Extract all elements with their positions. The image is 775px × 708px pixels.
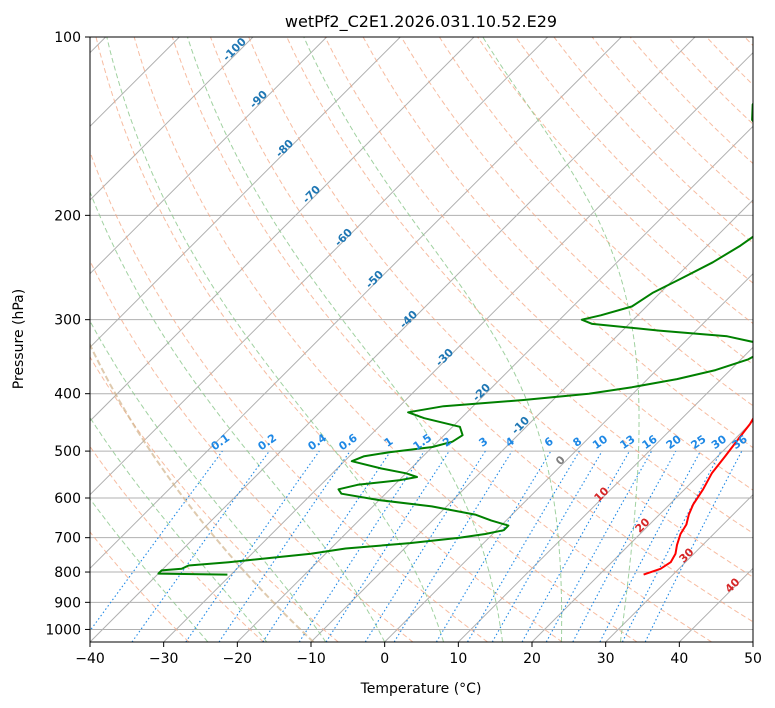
dry-adiabat: [90, 531, 190, 642]
isotherm-gridline: [163, 51, 753, 642]
dry-adiabat: [362, 37, 753, 449]
x-tick-label: 0: [380, 651, 389, 667]
dry-adiabat: [210, 37, 753, 623]
mixing-ratio-line: [545, 450, 653, 642]
plot-frame: [89, 36, 754, 643]
dry-adiabat: [286, 37, 753, 534]
mixing-ratio-line: [325, 450, 450, 642]
axes: −40 −30 −20 −10 0 10 20 30 40 50 100 200 300 400 500 60…: [45, 30, 762, 667]
x-tick-label: −20: [223, 651, 253, 667]
mixing-ratio-line: [185, 450, 320, 642]
y-tick-label: 400: [54, 387, 81, 403]
x-tick-label: 30: [597, 651, 615, 667]
mixing-ratio-line: [491, 450, 603, 642]
dry-adiabat: [553, 37, 753, 244]
mixing-ratio-line: [572, 450, 677, 642]
x-tick-label: 40: [670, 651, 688, 667]
isotherm-gridline: [90, 37, 401, 349]
dry-adiabat: [248, 37, 753, 578]
isotherm-gridline: [384, 272, 753, 642]
dry-adiabat: [400, 37, 753, 407]
plot-area: [90, 37, 753, 642]
y-axis-title: Pressure (hPa): [11, 289, 27, 389]
mixing-ratio-line: [90, 450, 223, 632]
isotherm-gridline: [90, 37, 622, 570]
isotherm-gridline: [90, 37, 328, 275]
chart-title: wetPf2_C2E1.2026.031.10.52.E29: [285, 12, 557, 32]
moist-adiabat: [187, 37, 503, 642]
y-tick-label: 200: [54, 208, 81, 224]
dry-adiabat: [438, 37, 753, 365]
mixing-ratio-line: [364, 450, 486, 642]
mixing-ratio-line: [131, 450, 270, 642]
x-tick-label: −40: [75, 651, 105, 667]
dry-adiabat: [90, 150, 488, 642]
isotherm-gridline: [457, 346, 753, 642]
dewpoint-profile: [157, 102, 753, 576]
mixing-ratio-line: [521, 450, 630, 642]
moist-adiabat: [303, 37, 563, 642]
dry-adiabat: [591, 37, 753, 204]
isotherm-gridline: [531, 420, 753, 642]
y-tick-label: 800: [54, 565, 81, 581]
isotherm-gridline: [236, 125, 753, 642]
moist-adiabat: [90, 320, 327, 642]
x-tick-label: 10: [449, 651, 467, 667]
dry-adiabat: [171, 37, 712, 642]
moist-adiabat: [90, 416, 268, 642]
dry-adiabat: [95, 37, 563, 642]
y-tick-label: 500: [54, 444, 81, 460]
x-tick-label: −10: [296, 651, 326, 667]
x-tick-label: −30: [149, 651, 179, 667]
dry-adiabat: [133, 37, 638, 642]
dry-adiabat: [324, 37, 753, 491]
moist-adiabat: [482, 37, 640, 642]
y-tick-label: 300: [54, 313, 81, 329]
y-tick-label: 700: [54, 531, 81, 547]
moist-adiabat: [106, 37, 445, 642]
x-tick-label: 50: [744, 651, 762, 667]
mixing-ratio-line: [393, 450, 513, 642]
dry-adiabat: [90, 259, 414, 642]
isotherm-gridline: [90, 37, 549, 496]
isotherm-gridline: [605, 493, 753, 642]
y-tick-label: 100: [54, 30, 81, 46]
x-tick-label: 20: [523, 651, 541, 667]
isotherm-gridline: [90, 37, 254, 201]
y-tick-label: 1000: [45, 622, 81, 638]
mixing-ratio-line: [218, 450, 351, 642]
mixing-ratio-line: [467, 450, 580, 642]
moist-adiabat: [90, 497, 209, 642]
mixing-ratio-line: [435, 450, 552, 642]
isotherm-gridline: [90, 37, 475, 422]
moist-adiabat: [90, 190, 386, 642]
dgz-curve: [90, 342, 315, 642]
y-tick-label: 600: [54, 491, 81, 507]
dry-adiabat: [90, 355, 339, 642]
y-tick-label: 900: [54, 595, 81, 611]
dry-adiabat: [477, 37, 753, 325]
isotherm-gridline: [90, 37, 696, 642]
x-axis-title: Temperature (°C): [360, 681, 482, 697]
temperature-profile: [643, 416, 753, 576]
